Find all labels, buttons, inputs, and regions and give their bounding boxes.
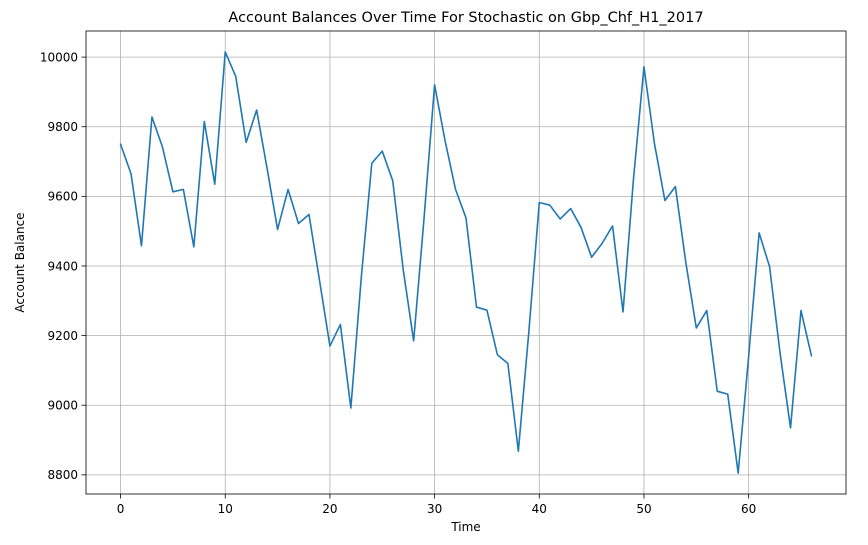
y-tick-label: 9000 bbox=[47, 399, 78, 413]
x-axis-ticks: 0 10 20 30 40 50 60 bbox=[117, 494, 756, 516]
y-tick-label: 9800 bbox=[47, 120, 78, 134]
x-tick-label: 0 bbox=[117, 502, 125, 516]
x-tick-label: 30 bbox=[427, 502, 442, 516]
x-tick-label: 40 bbox=[532, 502, 547, 516]
y-tick-label: 8800 bbox=[47, 468, 78, 482]
x-tick-label: 20 bbox=[322, 502, 337, 516]
y-axis-ticks: 8800 9000 9200 9400 9600 9800 10000 bbox=[40, 50, 86, 482]
y-tick-label: 10000 bbox=[40, 50, 78, 64]
grid-layer bbox=[86, 31, 846, 494]
y-axis-label: Account Balance bbox=[13, 212, 27, 312]
y-tick-label: 9600 bbox=[47, 190, 78, 204]
balance-series-line bbox=[119, 51, 813, 474]
x-axis-label: Time bbox=[450, 520, 480, 534]
x-tick-label: 60 bbox=[741, 502, 756, 516]
y-tick-label: 9200 bbox=[47, 329, 78, 343]
x-tick-label: 10 bbox=[218, 502, 233, 516]
x-tick-label: 50 bbox=[636, 502, 651, 516]
series-layer bbox=[119, 51, 813, 474]
y-tick-label: 9400 bbox=[47, 259, 78, 273]
plot-frame bbox=[85, 30, 847, 495]
chart-title: Account Balances Over Time For Stochasti… bbox=[228, 10, 703, 26]
